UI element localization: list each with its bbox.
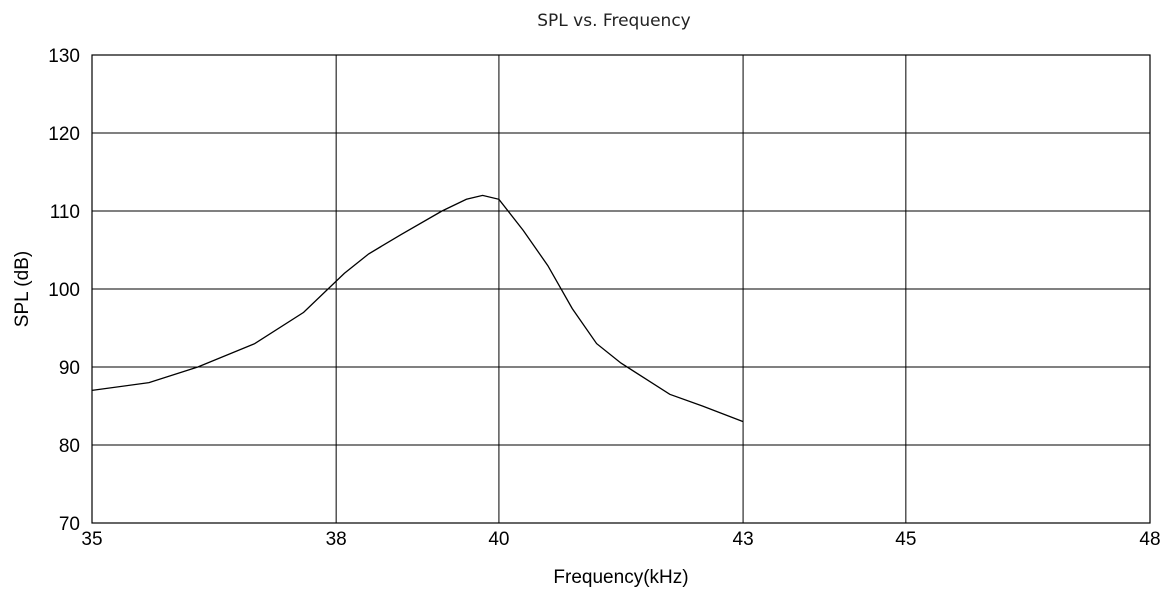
grid xyxy=(92,55,1150,523)
y-tick-label: 80 xyxy=(59,436,80,457)
series-line xyxy=(91,194,744,423)
y-tick-label: 130 xyxy=(48,46,80,67)
y-axis-label: SPL (dB) xyxy=(12,251,33,327)
y-tick-label: 120 xyxy=(48,124,80,145)
y-tick-label: 110 xyxy=(50,202,80,223)
y-tick-label: 70 xyxy=(59,514,80,535)
plot-frame xyxy=(91,54,1151,524)
x-tick-label: 35 xyxy=(81,529,102,550)
y-tick-label: 100 xyxy=(48,280,80,301)
x-axis-label: Frequency(kHz) xyxy=(553,567,688,588)
x-tick-label: 48 xyxy=(1139,529,1160,550)
x-tick-label: 43 xyxy=(733,529,754,550)
x-tick-label: 45 xyxy=(895,529,916,550)
y-tick-labels: 70 80 90 100 110 120 130 xyxy=(48,46,80,535)
y-tick-label: 90 xyxy=(59,358,80,379)
x-tick-label: 38 xyxy=(326,529,347,550)
x-tick-labels: 35 38 40 43 45 48 xyxy=(81,529,1160,550)
x-tick-label: 40 xyxy=(488,529,509,550)
chart-title: SPL vs. Frequency xyxy=(537,11,690,31)
